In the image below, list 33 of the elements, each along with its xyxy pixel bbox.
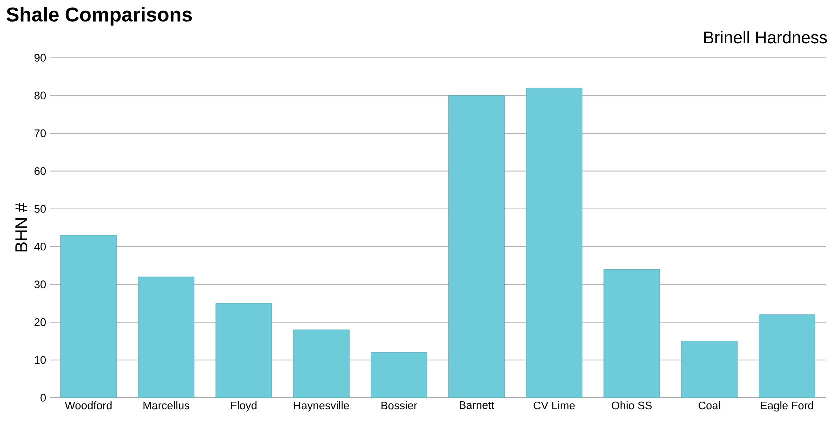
chart-title: Shale Comparisons <box>6 7 192 26</box>
y-tick-label: 20 <box>34 318 46 326</box>
bar <box>681 341 738 398</box>
y-tick-label: 90 <box>34 54 46 62</box>
bar <box>448 96 506 398</box>
x-tick-label: Barnett <box>460 402 494 410</box>
x-tick-label: Marcellus <box>144 402 190 410</box>
x-tick-label: CV Lime <box>534 402 575 410</box>
x-tick-label: Woodford <box>65 402 112 410</box>
x-tick-label: Floyd <box>231 402 257 412</box>
y-tick-label: 80 <box>34 92 46 100</box>
x-tick-label: Coal <box>698 402 720 410</box>
y-tick-label: 10 <box>35 356 46 364</box>
bar <box>371 352 428 398</box>
bar <box>759 314 816 398</box>
x-tick-label: Bossier <box>382 402 418 410</box>
x-tick-label: Eagle Ford <box>761 402 814 412</box>
y-axis-title: BHN # <box>16 203 28 252</box>
bar <box>526 88 583 398</box>
y-tick-label: 40 <box>34 243 46 251</box>
bar <box>293 330 350 398</box>
x-tick-label: Haynesville <box>294 402 350 412</box>
y-tick-label: 50 <box>34 205 46 214</box>
chart-subtitle: Brinell Hardness <box>704 31 828 44</box>
y-tick-label: 70 <box>34 130 46 138</box>
bar <box>138 276 195 398</box>
x-tick-label: Ohio SS <box>612 402 652 410</box>
bar <box>60 235 118 398</box>
bar <box>604 269 660 398</box>
bar <box>216 303 272 398</box>
y-tick-label: 0 <box>40 394 46 402</box>
y-tick-label: 60 <box>34 167 46 176</box>
y-tick-label: 30 <box>34 280 46 289</box>
